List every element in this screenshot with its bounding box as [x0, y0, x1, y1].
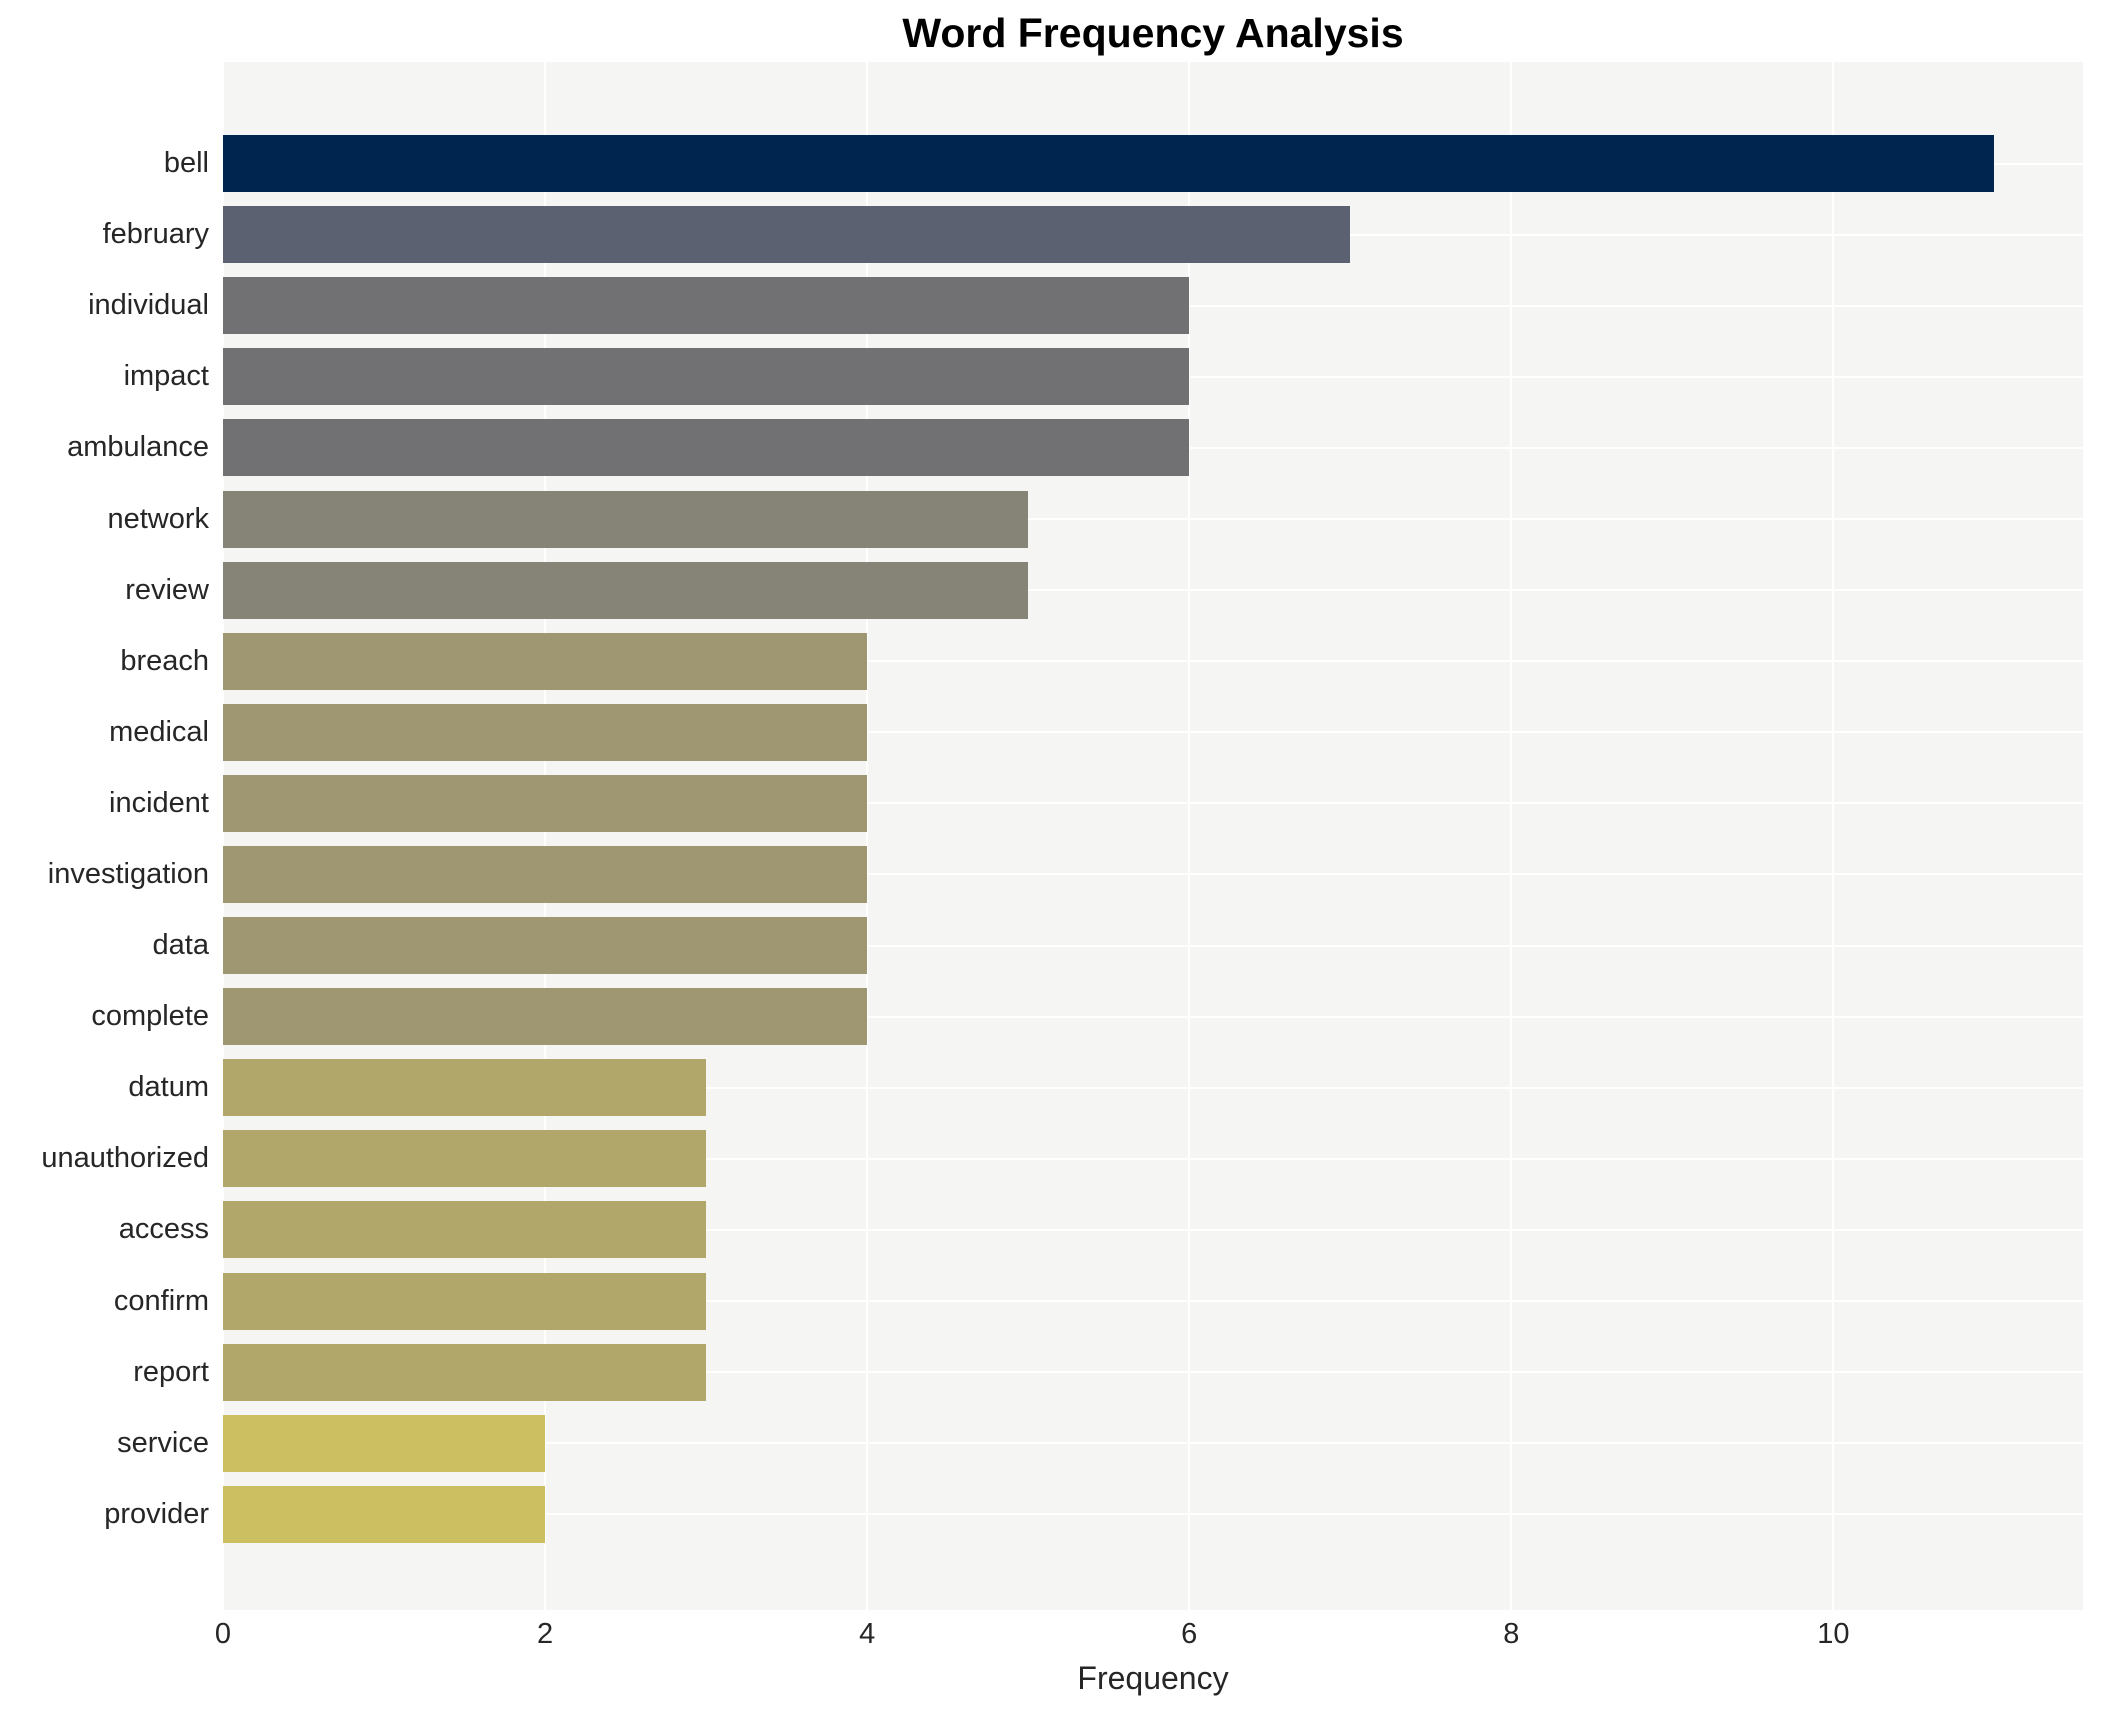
x-tick-label: 0	[214, 1618, 232, 1650]
frequency-bar	[223, 632, 868, 690]
horizontal-gridline	[223, 873, 2083, 876]
category-label: review	[125, 573, 209, 606]
horizontal-gridline	[223, 1371, 2083, 1374]
category-label: access	[118, 1213, 209, 1246]
category-label: bell	[163, 147, 209, 180]
bar-row: complete	[91, 981, 2083, 1052]
frequency-bar	[223, 206, 1351, 264]
category-label: individual	[88, 289, 209, 322]
bar-row: data	[153, 910, 2083, 981]
category-label: february	[102, 218, 209, 251]
category-label: report	[133, 1355, 209, 1388]
category-label: complete	[91, 1000, 209, 1033]
bar-row: unauthorized	[41, 1123, 2083, 1194]
frequency-bar	[223, 703, 868, 761]
x-tick-label: 8	[1503, 1618, 1520, 1650]
bar-row: confirm	[114, 1266, 2083, 1337]
bar-row: bell	[164, 128, 2083, 199]
horizontal-gridline	[223, 1513, 2083, 1516]
bar-row: provider	[104, 1479, 2083, 1550]
category-label: data	[152, 929, 209, 962]
horizontal-gridline	[223, 589, 2083, 592]
bar-row: datum	[128, 1052, 2083, 1123]
horizontal-gridline	[223, 802, 2083, 805]
frequency-bar	[223, 1343, 707, 1401]
bars-layer: bell february individual impact ambulance net…	[41, 128, 2083, 1550]
horizontal-gridline	[223, 518, 2083, 521]
frequency-bar	[223, 1485, 546, 1543]
frequency-bar	[223, 1059, 707, 1117]
grid-layer	[222, 62, 2083, 1610]
category-label: incident	[109, 786, 209, 819]
x-tick-label: 2	[536, 1618, 554, 1650]
category-label: ambulance	[67, 431, 209, 464]
bar-row: service	[117, 1408, 2083, 1479]
vertical-gridline	[866, 62, 869, 1610]
category-label: confirm	[113, 1284, 209, 1317]
category-label: impact	[123, 360, 209, 393]
frequency-bar	[223, 348, 1190, 406]
x-axis-title: Frequency	[1077, 1660, 1229, 1696]
x-tick-label: 4	[859, 1618, 876, 1650]
horizontal-gridline	[223, 1228, 2083, 1231]
horizontal-gridline	[223, 1086, 2083, 1089]
bar-row: breach	[120, 626, 2083, 697]
frequency-bar	[223, 988, 868, 1046]
category-label: datum	[128, 1071, 209, 1104]
category-label: investigation	[47, 857, 209, 890]
bar-row: medical	[109, 697, 2083, 768]
category-label: provider	[104, 1497, 209, 1530]
category-label: breach	[120, 644, 209, 677]
horizontal-gridline	[223, 944, 2083, 947]
frequency-bar	[223, 1130, 707, 1188]
category-label: service	[117, 1426, 209, 1459]
frequency-bar	[223, 419, 1190, 477]
bar-row: network	[107, 483, 2083, 554]
category-label: unauthorized	[41, 1142, 209, 1175]
frequency-bar	[223, 135, 1995, 193]
x-tick-label: 10	[1817, 1618, 1850, 1650]
frequency-bar	[223, 845, 868, 903]
vertical-gridline	[1510, 62, 1513, 1610]
frequency-bar	[223, 1272, 707, 1330]
chart-title: Word Frequency Analysis	[902, 10, 1404, 56]
horizontal-gridline	[223, 731, 2083, 734]
vertical-gridline	[544, 62, 547, 1610]
frequency-bar	[223, 917, 868, 975]
bar-row: ambulance	[67, 412, 2083, 483]
vertical-gridline	[1188, 62, 1191, 1610]
bar-row: individual	[88, 270, 2083, 341]
bar-row: investigation	[48, 839, 2083, 910]
bar-row: review	[125, 555, 2083, 626]
frequency-bar	[223, 277, 1190, 335]
horizontal-gridline	[223, 660, 2083, 663]
horizontal-gridline	[223, 1015, 2083, 1018]
bar-row: incident	[109, 768, 2083, 839]
bar-row: february	[103, 199, 2083, 270]
horizontal-gridline	[223, 1300, 2083, 1303]
category-label: medical	[109, 715, 209, 748]
x-tick-label: 6	[1181, 1618, 1198, 1650]
bar-row: impact	[124, 341, 2083, 412]
horizontal-gridline	[223, 1157, 2083, 1160]
bar-row: report	[133, 1337, 2083, 1408]
horizontal-gridline	[223, 1442, 2083, 1445]
frequency-bar	[223, 490, 1029, 548]
vertical-gridline	[222, 62, 224, 1610]
category-label: network	[107, 502, 209, 535]
frequency-bar	[223, 1414, 546, 1472]
frequency-bar	[223, 561, 1029, 619]
bar-row: access	[119, 1194, 2083, 1265]
frequency-bar	[223, 774, 868, 832]
frequency-bar	[223, 1201, 707, 1259]
vertical-gridline	[1832, 62, 1835, 1610]
x-axis-ticks: 0 2 4 6 8 10	[215, 1618, 2083, 1654]
plot-area: bell february individual impact ambulance net…	[41, 62, 2083, 1610]
